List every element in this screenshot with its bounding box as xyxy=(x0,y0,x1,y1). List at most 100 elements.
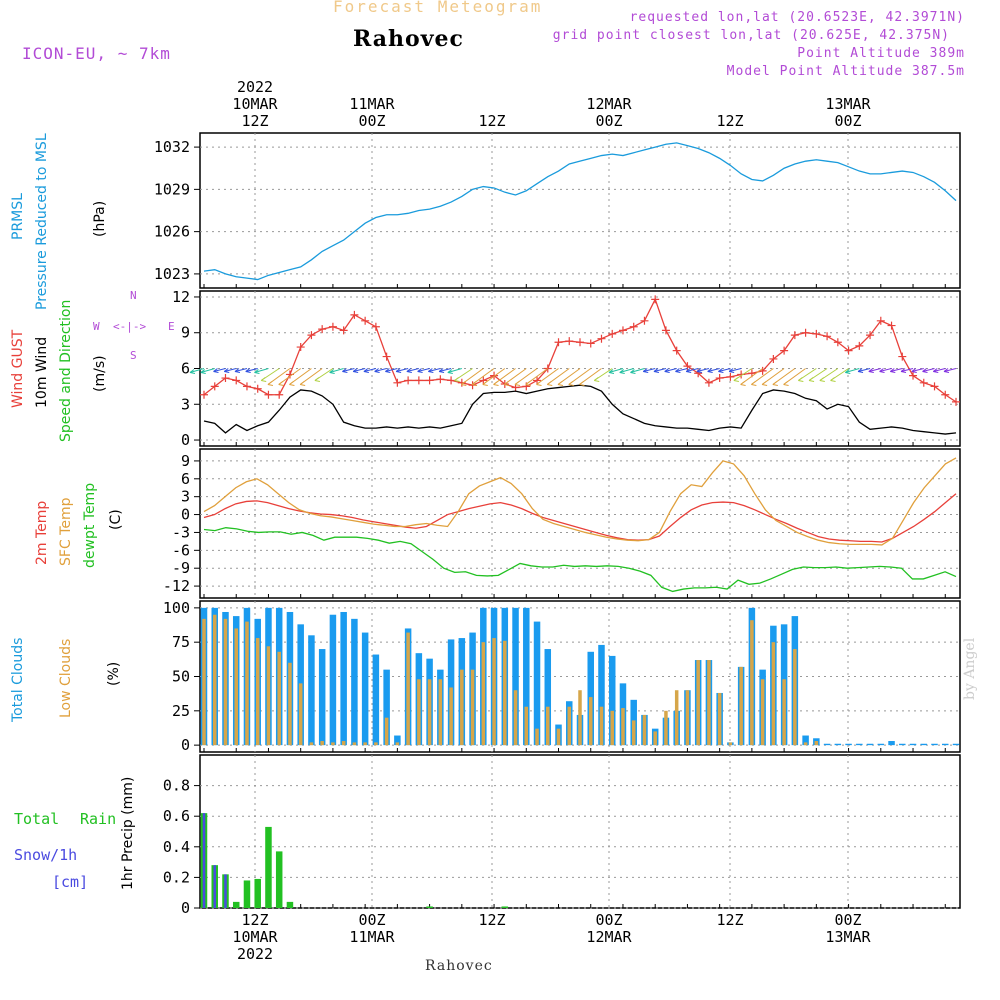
gust-marker xyxy=(447,376,456,385)
gust-marker xyxy=(898,352,907,361)
wind-arrow-head xyxy=(879,368,885,373)
low-cloud-bar xyxy=(255,638,260,746)
gust-marker xyxy=(457,378,466,387)
wind-direction-arrow xyxy=(406,368,419,372)
wind-arrow-head xyxy=(642,368,649,373)
time-axis-label: 00Z xyxy=(595,112,623,130)
low-cloud-bar xyxy=(546,706,550,746)
y-tick-label: 12 xyxy=(172,288,190,306)
wind-arrow-head xyxy=(200,369,206,374)
total-cloud-bar xyxy=(909,743,917,746)
wind-arrow-head xyxy=(728,368,735,373)
total-cloud-bar xyxy=(952,743,960,746)
gust-marker xyxy=(210,382,219,391)
low-cloud-bar xyxy=(384,717,389,746)
low-cloud-bar xyxy=(567,706,572,746)
chart-title: Rahovec xyxy=(353,26,464,52)
model-altitude: Model Point Altitude 387.5m xyxy=(726,64,965,79)
total-cloud-bar xyxy=(942,743,949,746)
wind-arrow-head xyxy=(798,377,804,382)
total-cloud-bar xyxy=(866,743,874,746)
low-cloud-bar xyxy=(427,679,432,746)
low-cloud-bar xyxy=(417,679,421,746)
snow-bar xyxy=(202,813,206,908)
low-cloud-bar xyxy=(470,669,475,746)
wind-direction-arrow xyxy=(374,368,387,372)
wind-direction-arrow xyxy=(675,368,688,372)
wind-direction-arrow xyxy=(933,368,946,372)
gust-marker xyxy=(629,322,638,331)
total-cloud-bar xyxy=(340,611,347,746)
wind-arrow-head xyxy=(579,381,585,386)
total-cloud-bar xyxy=(308,635,315,746)
gust-marker xyxy=(672,346,681,355)
wind-arrow-head xyxy=(289,381,295,386)
wind-direction-arrow xyxy=(234,368,248,372)
y-tick-label: 0.2 xyxy=(163,868,190,886)
wind-direction-arrow xyxy=(845,368,860,373)
wind-arrow-head xyxy=(808,377,815,382)
wind-direction-arrow xyxy=(363,368,377,372)
total-cloud-bar xyxy=(512,607,519,746)
total-cloud-bar xyxy=(351,618,358,746)
y-tick-label: 9 xyxy=(181,452,190,470)
total-cloud-bar xyxy=(823,743,831,746)
wind-arrow-head xyxy=(428,368,434,373)
low-cloud-bar xyxy=(309,742,314,746)
low-cloud-bar xyxy=(460,669,464,746)
wind-arrow-head xyxy=(454,377,460,382)
low-cloud-bar xyxy=(685,690,690,746)
low-cloud-bar xyxy=(245,621,249,746)
gust-marker xyxy=(371,322,380,331)
low-cloud-bar xyxy=(481,642,486,746)
gust-marker xyxy=(221,374,230,383)
gust-marker xyxy=(242,382,251,391)
total-cloud-bar xyxy=(931,743,938,746)
y-tick-label: 6 xyxy=(181,470,190,488)
snow-bar xyxy=(224,874,227,908)
gust-marker xyxy=(651,295,660,304)
wind-direction-arrow xyxy=(438,368,452,372)
low-cloud-bar xyxy=(492,638,496,746)
low-cloud-bar xyxy=(298,683,303,746)
gust-marker xyxy=(866,331,875,340)
gust-marker xyxy=(618,326,627,335)
total-cloud-bar xyxy=(802,735,809,746)
wind-arrow-head xyxy=(845,369,851,374)
y-tick-label: -6 xyxy=(172,541,190,559)
y-tick-label: 0 xyxy=(181,506,190,524)
wind-arrow-head xyxy=(329,369,335,374)
wind-arrow-head xyxy=(619,369,625,374)
snow-unit-label: [cm] xyxy=(52,873,89,891)
total-cloud-bar xyxy=(329,614,337,746)
low-cloud-bar xyxy=(578,690,582,746)
total-cloud-bar xyxy=(544,649,552,746)
total-cloud-bar xyxy=(523,607,530,746)
wind-arrow-head xyxy=(664,368,670,373)
wind-line xyxy=(203,384,957,435)
wind-arrow-head xyxy=(932,368,939,373)
gust-marker xyxy=(769,354,778,363)
low-cloud-bar xyxy=(803,742,808,746)
wind-arrow-head xyxy=(568,381,574,386)
rain-bar xyxy=(254,878,261,908)
low-cloud-bar xyxy=(320,741,324,746)
low-cloud-bar xyxy=(277,651,281,746)
wind-arrow-head xyxy=(374,368,380,373)
wind-arrow-head xyxy=(260,377,267,382)
low-cloud-bar xyxy=(782,679,786,746)
low-cloud-bar xyxy=(642,714,647,746)
y-tick-label: 25 xyxy=(172,702,190,720)
gust-marker xyxy=(715,374,724,383)
low-cloud-bar xyxy=(212,614,217,746)
wind-direction-arrow xyxy=(619,368,634,373)
y-tick-label: 0.4 xyxy=(163,838,190,856)
gust-marker xyxy=(704,378,713,387)
gust-marker xyxy=(393,378,402,387)
y-tick-label: 50 xyxy=(172,668,190,686)
gust-marker xyxy=(328,322,337,331)
rain-bar xyxy=(265,826,272,908)
wind-direction-arrow xyxy=(428,368,441,372)
wind-direction-arrow xyxy=(911,368,924,372)
wind-arrow-head xyxy=(234,368,241,373)
